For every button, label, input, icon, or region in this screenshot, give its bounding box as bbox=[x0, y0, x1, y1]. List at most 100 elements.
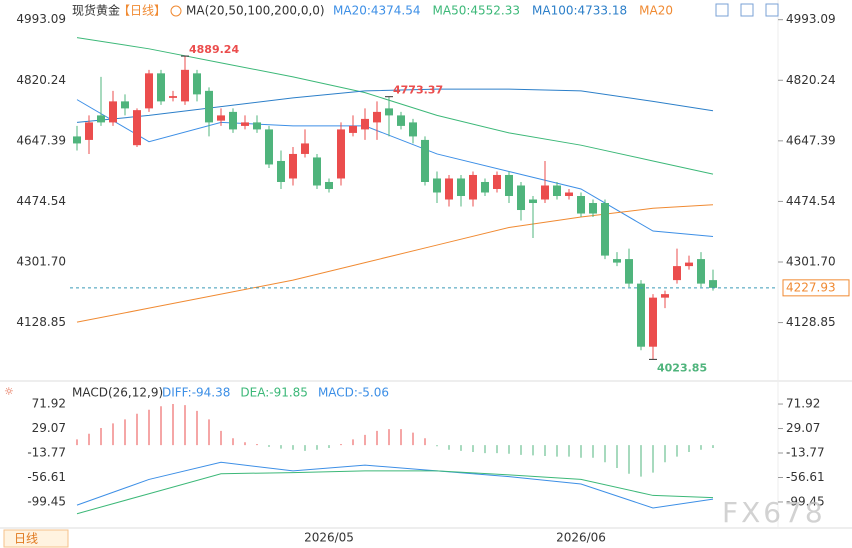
candle-body bbox=[517, 185, 525, 211]
y-tick-label: 71.92 bbox=[786, 397, 820, 411]
y-tick-label: 4128.85 bbox=[16, 315, 66, 329]
y-tick-label: 29.07 bbox=[786, 421, 820, 435]
legend-entry: MA20:4374.54 bbox=[333, 4, 421, 18]
candle-body bbox=[121, 101, 129, 109]
legend-entry: MA50:4552.33 bbox=[433, 4, 521, 18]
candle-body bbox=[241, 122, 249, 126]
candle-body bbox=[553, 185, 561, 197]
candle-body bbox=[589, 203, 597, 214]
candle-body bbox=[541, 185, 549, 200]
settings-icon[interactable] bbox=[170, 5, 182, 17]
period-tab-label[interactable]: 日线 bbox=[14, 532, 38, 546]
annotation-label: 4773.37 bbox=[393, 84, 443, 97]
y-tick-label: 4474.54 bbox=[786, 194, 836, 208]
toolbar bbox=[715, 3, 779, 17]
legend-entry: MA100:4733.18 bbox=[532, 4, 627, 18]
candle-body bbox=[97, 115, 105, 123]
candle-body bbox=[697, 259, 705, 284]
candle-body bbox=[109, 101, 117, 123]
candle-body bbox=[373, 111, 381, 123]
y-tick-label: 71.92 bbox=[32, 397, 66, 411]
candle-body bbox=[457, 178, 465, 197]
candle-body bbox=[301, 143, 309, 154]
y-tick-label: 29.07 bbox=[32, 421, 66, 435]
candle-body bbox=[313, 157, 321, 186]
candle-body bbox=[85, 122, 93, 140]
candle-body bbox=[637, 283, 645, 347]
candle-body bbox=[193, 73, 201, 95]
y-tick-label: 4474.54 bbox=[16, 194, 66, 208]
candle-body bbox=[529, 199, 537, 204]
period-tab[interactable] bbox=[3, 529, 69, 548]
candle-body bbox=[289, 153, 297, 179]
candle-body bbox=[469, 174, 477, 200]
candle-body bbox=[145, 73, 153, 109]
macd-line bbox=[76, 461, 714, 509]
period-label[interactable]: 【日线】 bbox=[118, 4, 166, 18]
candle-body bbox=[169, 96, 177, 98]
indicator-label: MA(20,50,100,200,0,0) bbox=[186, 4, 325, 18]
macd-line bbox=[76, 470, 714, 515]
candle-body bbox=[385, 108, 393, 116]
y-tick-label: -56.61 bbox=[786, 470, 825, 484]
candle-body bbox=[565, 192, 573, 197]
candle-body bbox=[349, 125, 357, 133]
candle-body bbox=[673, 266, 681, 281]
candle-body bbox=[133, 110, 141, 146]
candle-body bbox=[601, 203, 609, 256]
candle-body bbox=[217, 115, 225, 121]
y-tick-label: -13.77 bbox=[786, 446, 825, 460]
x-tick-label: 2026/06 bbox=[556, 531, 606, 545]
instrument-title: 现货黄金 bbox=[72, 3, 120, 18]
candle-body bbox=[505, 174, 513, 197]
candle-body bbox=[397, 115, 405, 126]
legend-entry: MACD:-5.06 bbox=[318, 386, 389, 400]
y-tick-label: 4820.24 bbox=[16, 73, 66, 87]
watermark: FX678 bbox=[722, 496, 826, 529]
candle-body bbox=[265, 129, 273, 165]
candle-body bbox=[493, 174, 501, 189]
candle-body bbox=[157, 73, 165, 102]
y-tick-label: 4993.09 bbox=[786, 12, 836, 26]
candle-body bbox=[361, 118, 369, 130]
candle-body bbox=[325, 181, 333, 189]
candle-body bbox=[613, 259, 621, 263]
y-tick-label: -99.45 bbox=[786, 494, 825, 508]
y-tick-label: 4301.70 bbox=[16, 254, 66, 268]
y-tick-label: 4993.09 bbox=[16, 12, 66, 26]
last-price-label: 4227.93 bbox=[786, 280, 836, 294]
candle-body bbox=[433, 178, 441, 193]
annotation-label: 4023.85 bbox=[657, 361, 707, 374]
y-tick-label: -56.61 bbox=[27, 470, 66, 484]
x-tick-label: 2026/05 bbox=[304, 531, 354, 545]
moving-average-line bbox=[76, 204, 714, 323]
candle-body bbox=[421, 139, 429, 182]
y-tick-label: 4647.39 bbox=[16, 133, 66, 147]
last-price-box bbox=[782, 279, 850, 297]
candle-body bbox=[445, 178, 453, 200]
y-tick-label: 4647.39 bbox=[786, 133, 836, 147]
toolbar-button[interactable] bbox=[715, 3, 729, 17]
legend-entry: DEA:-91.85 bbox=[240, 386, 308, 400]
candle-body bbox=[277, 160, 285, 182]
moving-average-line bbox=[76, 88, 714, 123]
candle-body bbox=[181, 69, 189, 102]
candle-body bbox=[661, 294, 669, 298]
candle-body bbox=[685, 262, 693, 267]
candle-body bbox=[73, 136, 81, 144]
candle-body bbox=[205, 90, 213, 123]
macd-icon[interactable]: ☼ bbox=[4, 385, 14, 398]
legend-entry: DIFF:-94.38 bbox=[162, 386, 230, 400]
candle-body bbox=[481, 181, 489, 193]
toolbar-button[interactable] bbox=[765, 3, 779, 17]
toolbar-button[interactable] bbox=[740, 3, 754, 17]
y-tick-label: 4128.85 bbox=[786, 315, 836, 329]
candle-body bbox=[577, 196, 585, 214]
macd-title: MACD(26,12,9) bbox=[72, 386, 163, 400]
candle-body bbox=[709, 280, 717, 288]
candle-body bbox=[625, 259, 633, 284]
y-tick-label: -99.45 bbox=[27, 494, 66, 508]
y-tick-label: -13.77 bbox=[27, 446, 66, 460]
